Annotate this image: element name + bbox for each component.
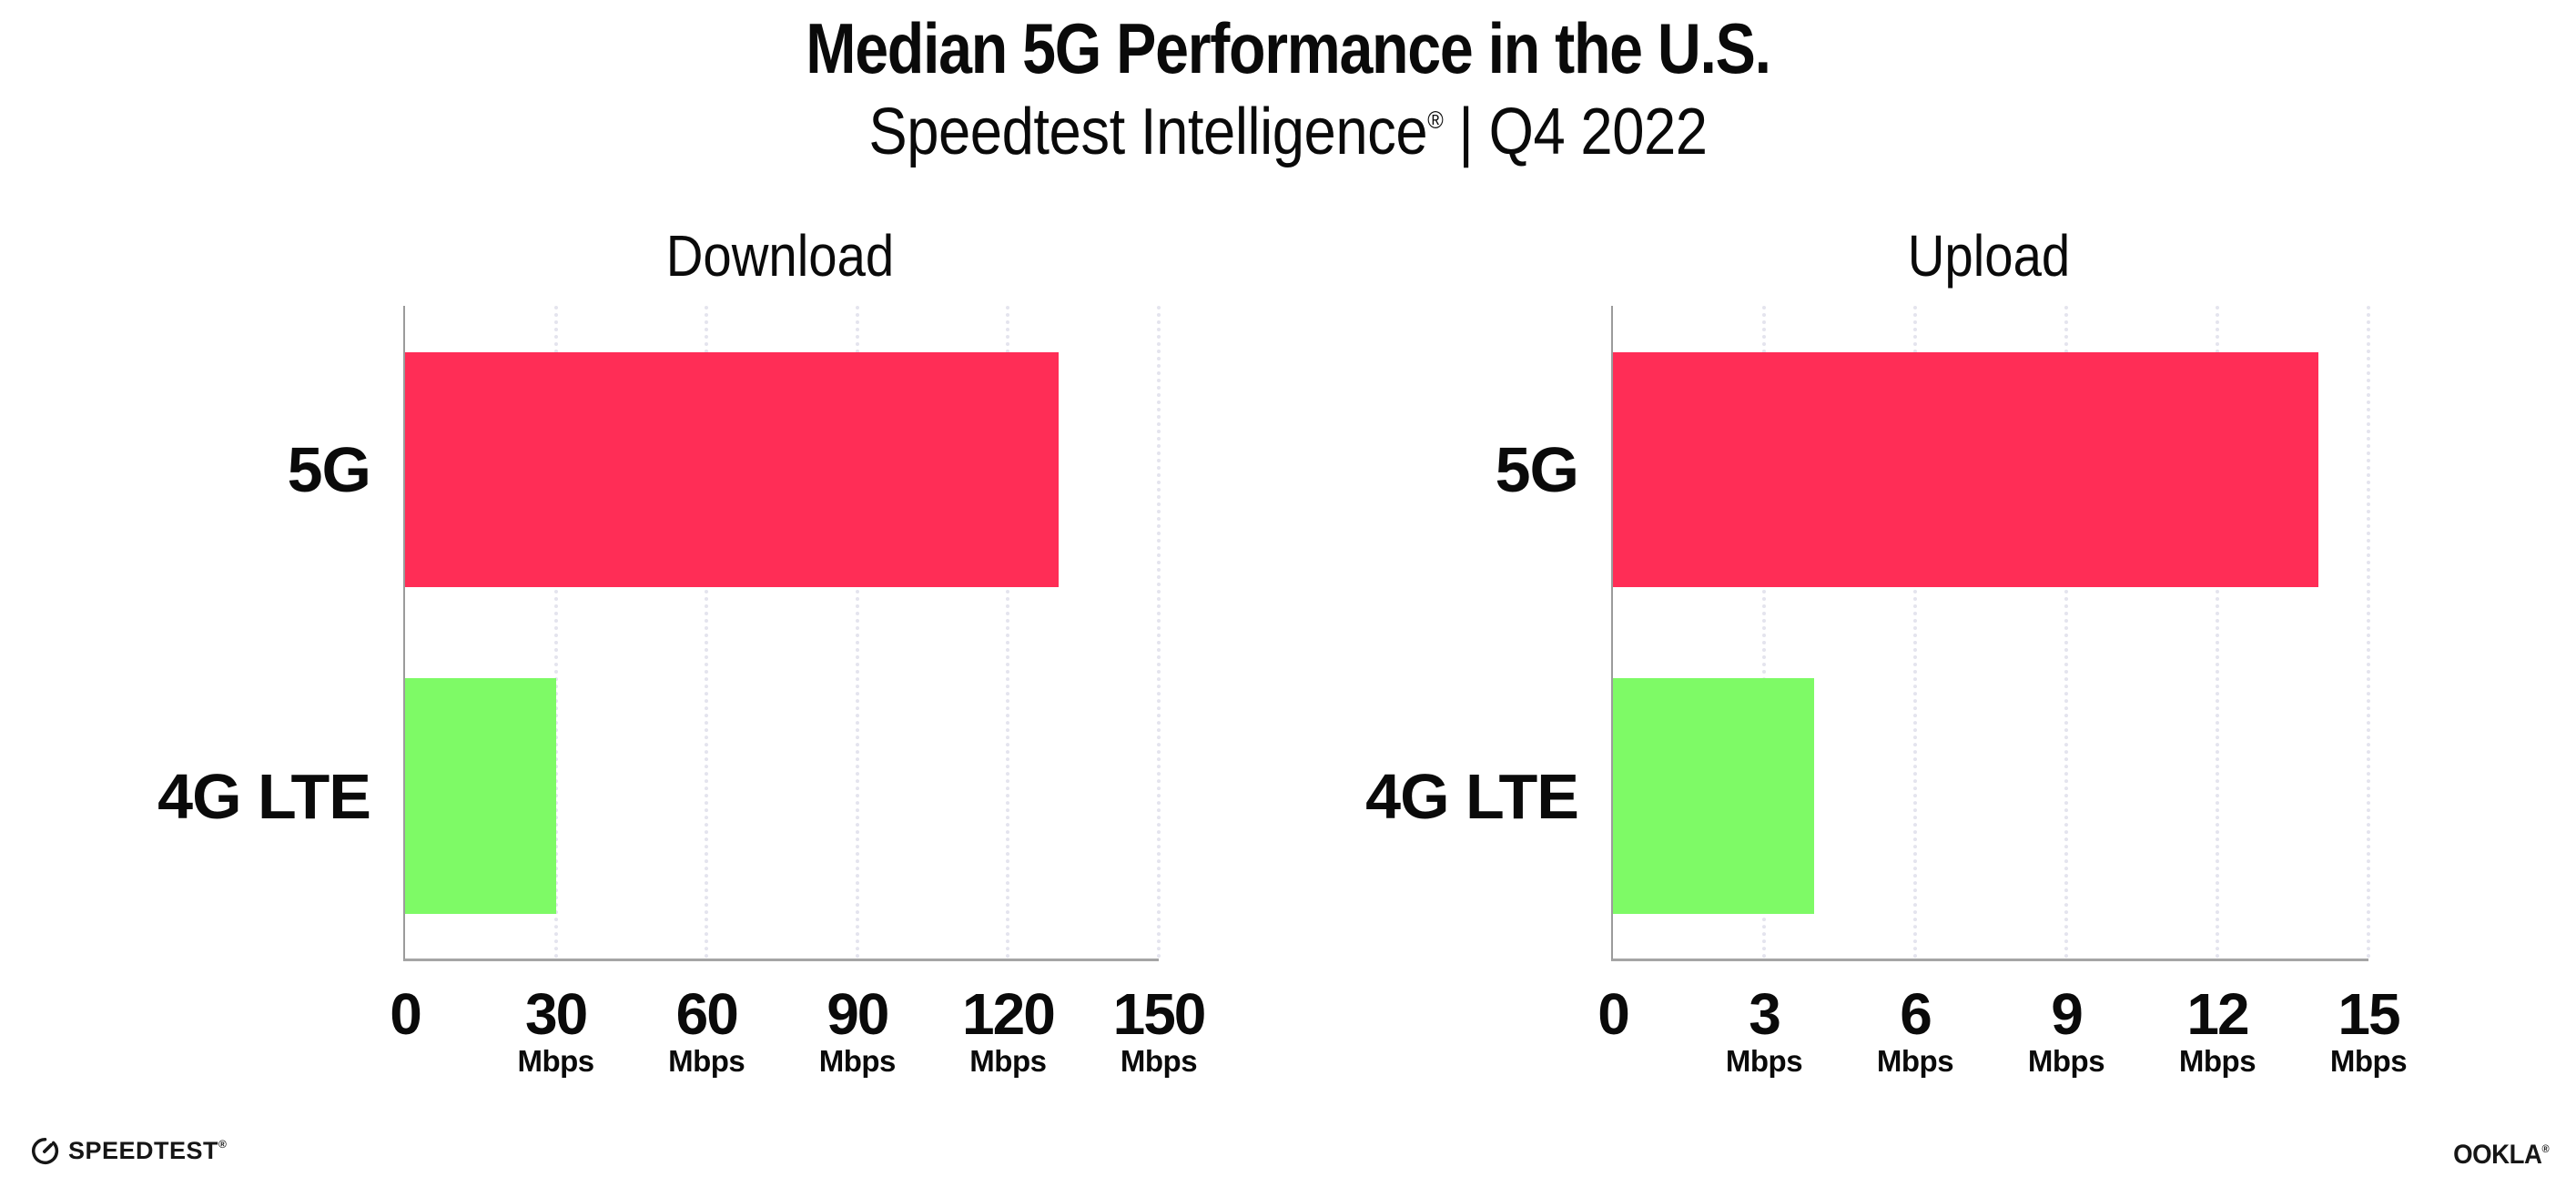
x-tick-download-0: 0 — [305, 981, 505, 1047]
ookla-wordmark: OOKLA — [2452, 1140, 2542, 1170]
x-tick-unit: Mbps — [2329, 1044, 2408, 1078]
x-tick-value: 12 — [2186, 981, 2249, 1047]
x-tick-unit: Mbps — [517, 1044, 595, 1078]
x-tick-value: 6 — [1900, 981, 1932, 1047]
x-tick-value: 15 — [2338, 981, 2400, 1047]
gridline-download-30 — [553, 306, 558, 959]
bar-4g-lte-upload — [1613, 678, 1815, 914]
gridline-upload-9 — [2064, 306, 2068, 959]
speedtest-logo: SPEEDTEST® — [30, 1136, 227, 1166]
gridline-download-150 — [1157, 306, 1161, 959]
x-tick-download-30: 30 Mbps — [456, 981, 656, 1078]
x-tick-download-60: 60 Mbps — [606, 981, 806, 1078]
bar-5g-download — [405, 352, 1059, 587]
registered-trademark-icon: ® — [1427, 107, 1444, 134]
x-tick-value: 9 — [2051, 981, 2084, 1047]
x-tick-value: 60 — [675, 981, 739, 1047]
x-tick-upload-9: 9 Mbps — [1966, 981, 2166, 1078]
x-tick-unit: Mbps — [2027, 1044, 2105, 1078]
subtitle: Speedtest Intelligence® | Q4 2022 — [155, 95, 2421, 169]
x-tick-upload-3: 3 Mbps — [1664, 981, 1864, 1078]
x-tick-unit: Mbps — [969, 1044, 1047, 1078]
x-tick-unit: Mbps — [668, 1044, 745, 1078]
upload-chart-plot: 0 3 Mbps 6 Mbps 9 Mbps 12 Mbps 15 Mbps 5G 4G LTE — [1365, 306, 2408, 1077]
gridline-upload-6 — [1913, 306, 1917, 959]
x-tick-unit: Mbps — [1876, 1044, 1954, 1078]
x-tick-value: 150 — [1112, 981, 1207, 1047]
speedtest-registered-icon: ® — [218, 1138, 228, 1151]
gridline-upload-3 — [1762, 306, 1766, 959]
ookla-logo: OOKLA® — [2452, 1140, 2550, 1171]
x-tick-unit: Mbps — [2178, 1044, 2257, 1078]
x-tick-value: 30 — [525, 981, 588, 1047]
x-tick-upload-15: 15 Mbps — [2268, 981, 2469, 1078]
bar-4g-lte-download — [405, 678, 556, 914]
subtitle-brand: Speedtest Intelligence — [868, 96, 1428, 168]
x-tick-value: 120 — [962, 981, 1056, 1047]
upload-chart-title: Upload — [1907, 223, 2071, 289]
x-tick-upload-12: 12 Mbps — [2117, 981, 2317, 1078]
main-title: Median 5G Performance in the U.S. — [806, 8, 1771, 88]
category-label-4g-lte-download: 4G LTE — [157, 760, 371, 832]
download-chart-plot: 0 30 Mbps 60 Mbps 90 Mbps 120 Mbps 150 Mbps 5G 4G LT… — [157, 306, 1206, 1077]
gridline-upload-12 — [2216, 306, 2219, 959]
x-tick-value: 0 — [390, 981, 422, 1047]
gridline-download-60 — [705, 306, 709, 959]
x-tick-unit: Mbps — [1725, 1044, 1803, 1078]
ookla-registered-icon: ® — [2541, 1142, 2549, 1155]
gridline-download-90 — [855, 306, 859, 959]
category-label-5g-upload: 5G — [1495, 434, 1579, 505]
x-tick-download-120: 120 Mbps — [908, 981, 1108, 1078]
x-tick-value: 90 — [827, 981, 889, 1047]
category-label-4g-lte-upload: 4G LTE — [1365, 760, 1579, 832]
subtitle-period: | Q4 2022 — [1443, 96, 1708, 168]
speedtest-wordmark: SPEEDTEST® — [68, 1137, 228, 1164]
x-tick-unit: Mbps — [818, 1044, 897, 1078]
speedtest-gauge-icon — [30, 1136, 60, 1166]
x-tick-value: 0 — [1597, 981, 1630, 1047]
x-tick-upload-6: 6 Mbps — [1815, 981, 2015, 1078]
x-tick-download-90: 90 Mbps — [757, 981, 958, 1078]
x-tick-download-150: 150 Mbps — [1059, 981, 1259, 1078]
x-tick-upload-0: 0 — [1513, 981, 1713, 1047]
gridline-upload-15 — [2367, 306, 2370, 959]
x-tick-unit: Mbps — [1120, 1044, 1198, 1078]
gridline-download-120 — [1006, 306, 1010, 959]
download-chart-title: Download — [665, 223, 895, 289]
bar-5g-upload — [1613, 352, 2318, 587]
x-tick-value: 3 — [1749, 981, 1781, 1047]
category-label-5g-download: 5G — [287, 434, 371, 505]
